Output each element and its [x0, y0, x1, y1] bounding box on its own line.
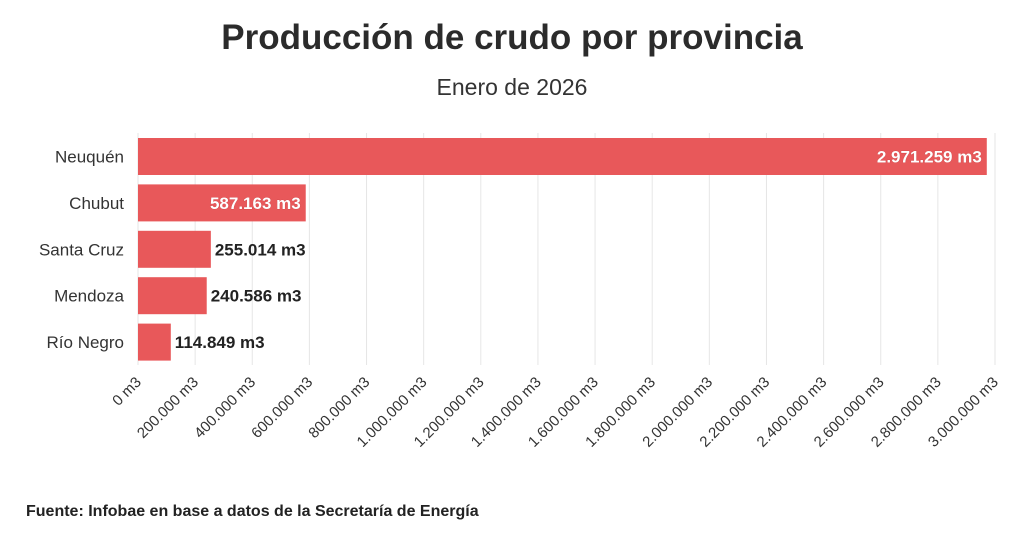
value-label: 2.971.259 m3 [877, 148, 982, 167]
bars [138, 138, 987, 361]
category-label: Río Negro [47, 333, 124, 352]
bar [138, 230, 211, 268]
source-note: Fuente: Infobae en base a datos de la Se… [26, 503, 479, 520]
bar [138, 277, 207, 315]
value-label: 240.586 m3 [211, 287, 302, 306]
value-label: 255.014 m3 [215, 240, 306, 259]
bar [138, 323, 171, 361]
category-labels: Neuquén Chubut Santa Cruz Mendoza Río Negro [39, 148, 125, 353]
chart-subtitle: Enero de 2026 [436, 74, 588, 100]
bar [138, 184, 306, 222]
value-label: 587.163 m3 [210, 194, 301, 213]
x-tick-label: 0 m3 [109, 374, 145, 410]
category-label: Santa Cruz [39, 240, 124, 259]
bar [138, 138, 987, 175]
value-label: 114.849 m3 [175, 333, 265, 352]
category-label: Chubut [69, 194, 124, 213]
chart-title: Producción de crudo por provincia [221, 18, 803, 57]
value-labels: 2.971.259 m3 587.163 m3 255.014 m3 240.586 … [175, 147, 982, 352]
category-label: Mendoza [54, 287, 124, 306]
category-label: Neuquén [55, 148, 124, 167]
